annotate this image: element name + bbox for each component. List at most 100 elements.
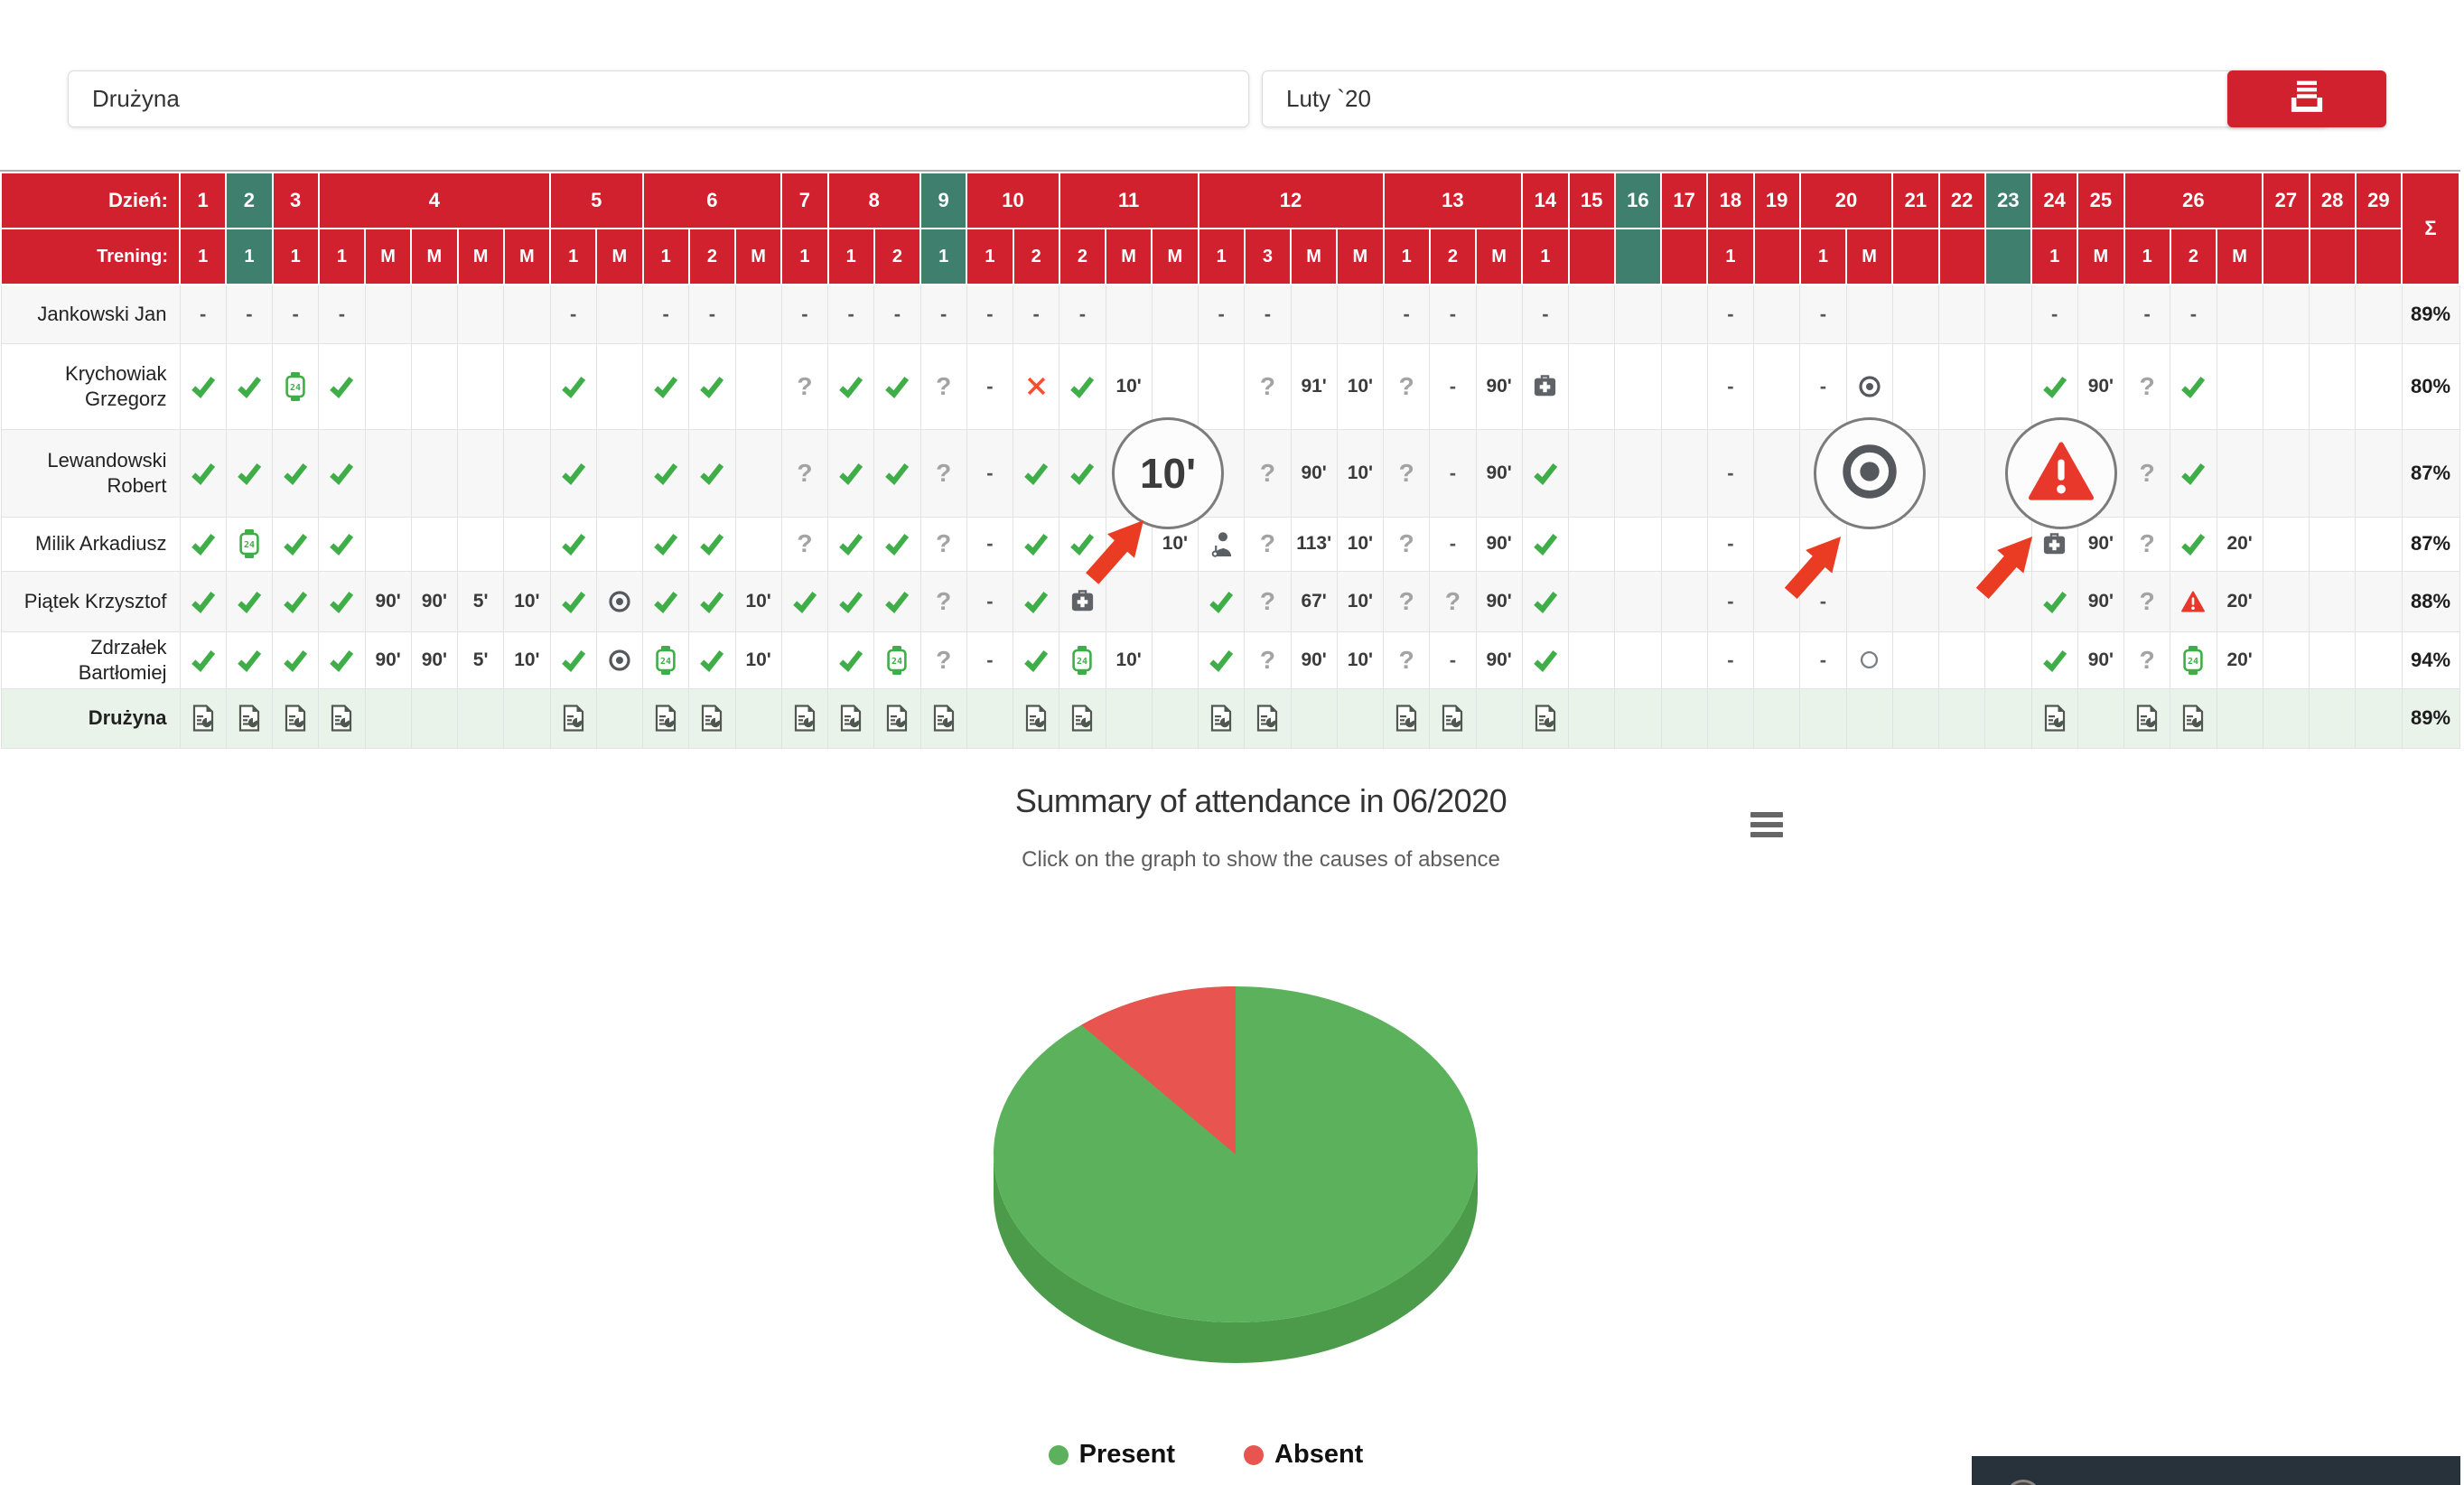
attendance-cell[interactable]: - — [966, 429, 1013, 517]
attendance-cell[interactable] — [411, 343, 457, 429]
attendance-cell[interactable]: ? — [781, 429, 827, 517]
attendance-cell[interactable]: ? — [1245, 517, 1291, 571]
attendance-cell[interactable]: - — [1245, 285, 1291, 343]
attendance-cell[interactable]: 113' — [1291, 517, 1337, 571]
attendance-cell[interactable] — [1661, 285, 1707, 343]
attendance-cell[interactable] — [689, 517, 735, 571]
attendance-cell[interactable] — [1846, 688, 1892, 748]
attendance-cell[interactable] — [1892, 631, 1938, 688]
attendance-cell[interactable]: ? — [2124, 571, 2170, 631]
attendance-cell[interactable] — [1939, 285, 1985, 343]
attendance-cell[interactable] — [596, 429, 642, 517]
attendance-cell[interactable] — [643, 571, 689, 631]
attendance-cell[interactable] — [1569, 631, 1615, 688]
attendance-cell[interactable]: ? — [1245, 631, 1291, 688]
attendance-cell[interactable] — [1615, 688, 1661, 748]
attendance-cell[interactable] — [2031, 571, 2077, 631]
attendance-cell[interactable] — [1754, 631, 1800, 688]
attendance-cell[interactable] — [319, 688, 365, 748]
attendance-cell[interactable] — [1615, 429, 1661, 517]
attendance-cell[interactable] — [735, 429, 781, 517]
attendance-cell[interactable]: 90' — [1476, 631, 1522, 688]
attendance-cell[interactable] — [828, 688, 874, 748]
attendance-cell[interactable] — [1707, 688, 1753, 748]
attendance-cell[interactable]: 90' — [1476, 429, 1522, 517]
attendance-cell[interactable]: ? — [1384, 571, 1430, 631]
attendance-cell[interactable] — [458, 285, 504, 343]
attendance-cell[interactable] — [1476, 285, 1522, 343]
attendance-cell[interactable] — [180, 571, 226, 631]
attendance-cell[interactable] — [1939, 429, 1985, 517]
attendance-cell[interactable] — [273, 517, 319, 571]
attendance-cell[interactable] — [365, 285, 411, 343]
attendance-cell[interactable] — [2310, 343, 2356, 429]
attendance-cell[interactable] — [874, 429, 920, 517]
attendance-cell[interactable] — [828, 631, 874, 688]
attendance-cell[interactable] — [504, 517, 550, 571]
attendance-cell[interactable] — [1522, 429, 1568, 517]
attendance-cell[interactable] — [1106, 285, 1152, 343]
attendance-cell[interactable] — [180, 429, 226, 517]
attendance-cell[interactable]: - — [966, 571, 1013, 631]
attendance-cell[interactable] — [1569, 343, 1615, 429]
attendance-cell[interactable] — [920, 688, 966, 748]
attendance-cell[interactable] — [411, 688, 457, 748]
attendance-cell[interactable] — [319, 571, 365, 631]
attendance-cell[interactable] — [689, 571, 735, 631]
attendance-cell[interactable] — [1337, 285, 1383, 343]
attendance-cell[interactable] — [1013, 429, 1059, 517]
attendance-cell[interactable]: - — [781, 285, 827, 343]
attendance-cell[interactable]: - — [226, 285, 272, 343]
attendance-cell[interactable]: - — [1430, 429, 1476, 517]
attendance-cell[interactable] — [1569, 285, 1615, 343]
attendance-cell[interactable] — [1615, 285, 1661, 343]
attendance-cell[interactable]: 90' — [2077, 571, 2123, 631]
attendance-cell[interactable] — [1985, 343, 2031, 429]
team-select[interactable]: Drużyna — [68, 70, 1249, 127]
attendance-cell[interactable]: - — [1707, 343, 1753, 429]
attendance-cell[interactable]: 10' — [1106, 343, 1152, 429]
attendance-cell[interactable] — [781, 688, 827, 748]
attendance-cell[interactable] — [2356, 285, 2402, 343]
attendance-cell[interactable] — [596, 631, 642, 688]
attendance-cell[interactable]: 91' — [1291, 343, 1337, 429]
attendance-cell[interactable] — [273, 688, 319, 748]
attendance-cell[interactable]: ? — [920, 571, 966, 631]
attendance-cell[interactable] — [643, 688, 689, 748]
attendance-cell[interactable] — [1939, 631, 1985, 688]
attendance-pie-chart[interactable] — [975, 981, 1499, 1406]
attendance-cell[interactable]: ? — [1384, 429, 1430, 517]
attendance-cell[interactable] — [1152, 285, 1198, 343]
attendance-cell[interactable] — [273, 429, 319, 517]
attendance-cell[interactable] — [1152, 343, 1198, 429]
attendance-cell[interactable] — [1846, 571, 1892, 631]
attendance-cell[interactable] — [226, 343, 272, 429]
attendance-cell[interactable] — [966, 688, 1013, 748]
attendance-cell[interactable] — [550, 571, 596, 631]
attendance-cell[interactable]: 90' — [2077, 343, 2123, 429]
attendance-cell[interactable]: 5' — [458, 571, 504, 631]
attendance-cell[interactable]: - — [1707, 571, 1753, 631]
attendance-cell[interactable] — [1892, 571, 1938, 631]
attendance-cell[interactable]: - — [874, 285, 920, 343]
attendance-cell[interactable] — [874, 571, 920, 631]
attendance-cell[interactable] — [1522, 631, 1568, 688]
attendance-cell[interactable]: - — [1199, 285, 1245, 343]
attendance-cell[interactable] — [2310, 517, 2356, 571]
attendance-cell[interactable]: ? — [1384, 343, 1430, 429]
attendance-cell[interactable] — [319, 343, 365, 429]
attendance-cell[interactable] — [828, 571, 874, 631]
attendance-cell[interactable]: 5' — [458, 631, 504, 688]
attendance-cell[interactable] — [689, 631, 735, 688]
attendance-cell[interactable] — [273, 631, 319, 688]
attendance-cell[interactable] — [1661, 517, 1707, 571]
attendance-cell[interactable] — [1569, 571, 1615, 631]
attendance-cell[interactable]: 24 — [2170, 631, 2217, 688]
attendance-cell[interactable]: - — [1800, 285, 1846, 343]
attendance-cell[interactable] — [458, 517, 504, 571]
attendance-cell[interactable]: ? — [1245, 429, 1291, 517]
attendance-cell[interactable]: 24 — [874, 631, 920, 688]
attendance-cell[interactable] — [180, 688, 226, 748]
legend-item-present[interactable]: Present — [1049, 1440, 1175, 1470]
attendance-cell[interactable]: 90' — [365, 571, 411, 631]
